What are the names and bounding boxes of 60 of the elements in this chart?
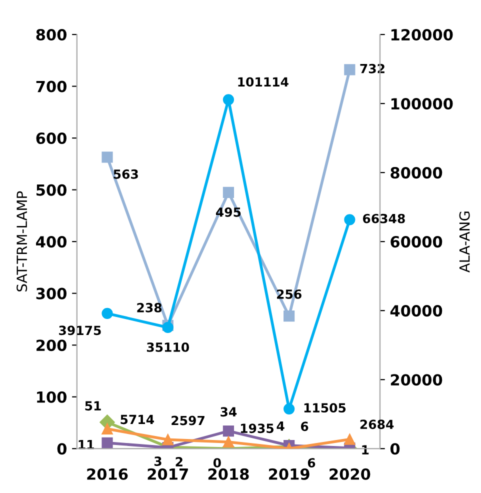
y-tick-label: 400 [36, 236, 67, 248]
y2-tick-label: 60000 [390, 236, 442, 248]
data-label: 35110 [146, 342, 190, 352]
data-label: 1935 [240, 424, 274, 434]
x-tick-label: 2020 [330, 468, 370, 480]
point [222, 425, 234, 437]
data-label: 39175 [59, 326, 101, 336]
y2-tick-label: 40000 [390, 305, 442, 317]
x-tick-label: 2017 [148, 468, 188, 480]
data-label: 1 [362, 445, 369, 454]
x-tick-label: 2018 [208, 468, 249, 480]
y-tick-label: 100 [37, 391, 67, 403]
point [222, 94, 234, 106]
point [162, 322, 174, 334]
y2-tick-label: 120000 [391, 28, 453, 41]
point [344, 434, 356, 445]
point [102, 152, 113, 163]
y2-tick-label: 20000 [390, 374, 442, 386]
point [284, 310, 295, 322]
x-tick-label: 2016 [87, 468, 128, 480]
y-tick-label: 500 [36, 184, 67, 196]
data-label: 11505 [304, 403, 346, 413]
data-label: 34 [220, 407, 237, 417]
data-label: 6 [308, 458, 316, 468]
data-label: 5714 [120, 414, 154, 424]
data-label: 563 [114, 169, 138, 179]
data-label: 2684 [360, 420, 394, 430]
point [102, 437, 113, 448]
y-tick-label: 700 [36, 80, 67, 92]
data-label: 101114 [238, 77, 288, 87]
point [162, 434, 174, 446]
y2-tick-label: 80000 [390, 167, 442, 179]
y-tick-label: 300 [36, 288, 67, 300]
x-tick-label: 2019 [269, 468, 310, 480]
data-label: 256 [277, 289, 302, 299]
point [344, 64, 356, 76]
y-tick-label: 200 [36, 340, 67, 352]
point [284, 403, 295, 414]
data-label: 51 [85, 401, 101, 411]
point [222, 436, 234, 448]
data-label: 3 [154, 456, 162, 466]
y-tick-label: 800 [36, 28, 67, 41]
data-label: 2 [176, 457, 182, 466]
data-label: 0 [213, 458, 221, 468]
data-label: 495 [216, 207, 241, 217]
data-label: 66348 [362, 214, 405, 224]
y2-axis-title: ALA-ANG [459, 212, 470, 273]
y2-tick-label: 100000 [391, 98, 453, 110]
point [222, 186, 234, 198]
y-tick-label: 0 [57, 443, 67, 455]
point [102, 308, 113, 319]
point [102, 423, 113, 434]
data-label: 4 [276, 421, 284, 431]
data-label: 6 [300, 422, 308, 432]
y-axis-title: SAT-TRM-LAMP [16, 191, 28, 292]
y-tick-label: 600 [36, 132, 67, 144]
point [344, 214, 356, 226]
y2-tick-label: 0 [390, 443, 400, 455]
data-label: 2597 [172, 416, 204, 426]
data-label: 238 [137, 302, 162, 312]
